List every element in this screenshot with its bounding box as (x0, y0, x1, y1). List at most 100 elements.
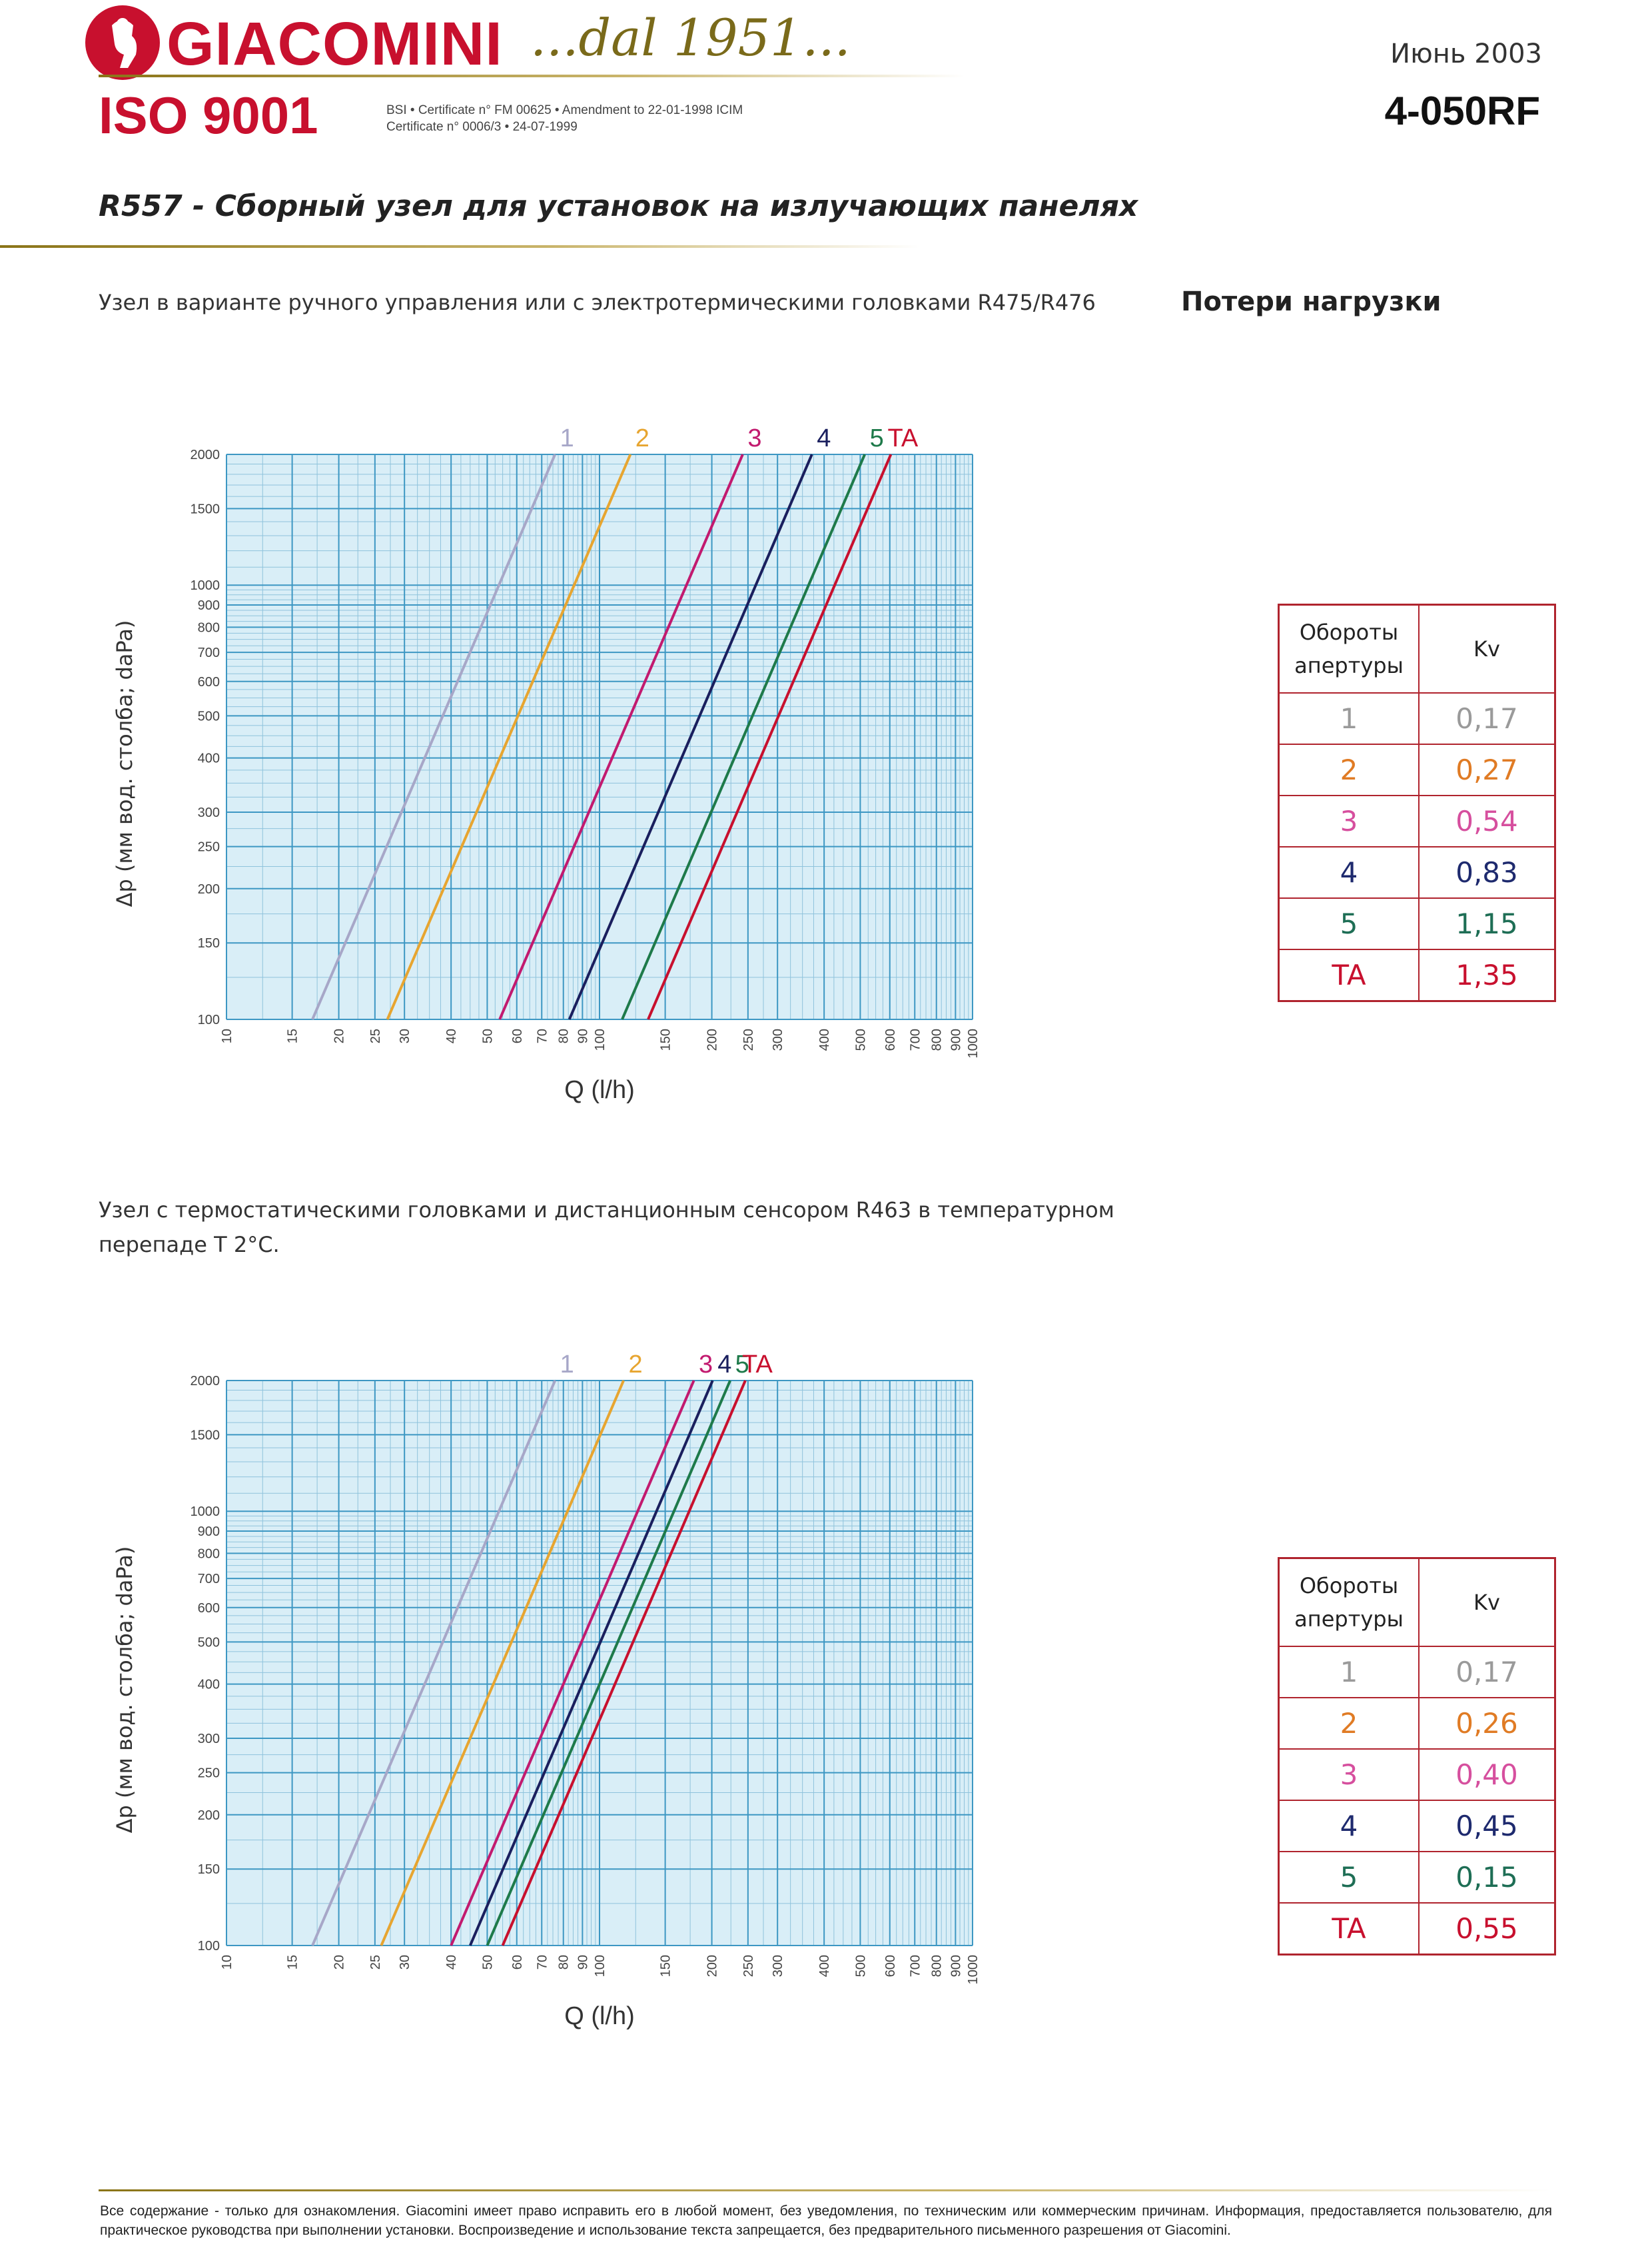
series-line-4 (568, 454, 813, 1020)
y-axis-title: Δp (мм вод. столба; daPa) (112, 620, 137, 907)
y-tick-label: 1000 (191, 578, 220, 593)
x-tick-label: 20 (332, 1955, 347, 1969)
y-tick-label: 100 (198, 1013, 220, 1027)
x-tick-label: 250 (741, 1955, 756, 1977)
x-tick-label: 300 (771, 1955, 785, 1977)
series-label: 1 (560, 424, 574, 452)
turns-cell: 4 (1278, 1800, 1420, 1852)
kv-cell: 0,55 (1418, 1902, 1556, 1956)
kv-cell: 1,35 (1418, 949, 1556, 1002)
turns-cell: 3 (1278, 1748, 1420, 1801)
x-tick-label: 200 (705, 1955, 720, 1977)
y-tick-label: 100 (198, 1939, 220, 1954)
turns-cell: 2 (1278, 1697, 1420, 1750)
x-tick-label: 15 (286, 1029, 300, 1043)
x-axis-title: Q (l/h) (564, 1076, 635, 1104)
y-tick-label: 1500 (191, 1428, 220, 1442)
turns-cell: 3 (1278, 795, 1420, 847)
series-label: TA (888, 424, 919, 452)
x-tick-label: 600 (883, 1955, 898, 1977)
y-tick-label: 200 (198, 1808, 220, 1823)
kv-cell: 0,27 (1418, 744, 1556, 796)
y-tick-label: 2000 (191, 1374, 220, 1389)
kv-cell: 0,26 (1418, 1697, 1556, 1750)
x-tick-label: 10 (220, 1029, 234, 1043)
table-row: 5 1,15 (1278, 897, 1556, 950)
x-tick-label: 400 (817, 1029, 832, 1051)
y-tick-label: 200 (198, 882, 220, 897)
turns-cell: 2 (1278, 744, 1420, 796)
y-tick-label: 1000 (191, 1504, 220, 1519)
x-tick-label: 400 (817, 1955, 832, 1977)
x-tick-label: 40 (444, 1029, 459, 1043)
section2-line: Узел с термостатическими головками и дис… (99, 1197, 1114, 1223)
table-row: 2 0,26 (1278, 1697, 1556, 1750)
footer-disclaimer: Все содержание - только для ознакомления… (100, 2203, 1552, 2238)
tagline: ...dal 1951... (530, 8, 851, 67)
x-tick-label: 20 (332, 1029, 347, 1043)
x-tick-label: 700 (908, 1029, 923, 1051)
turns-cell: TA (1278, 949, 1420, 1002)
x-tick-label: 60 (510, 1955, 525, 1969)
x-tick-label: 150 (659, 1955, 673, 1977)
table-header-row: Обороты апертуры Kv (1278, 1557, 1556, 1647)
kv-cell: 0,15 (1418, 1851, 1556, 1904)
x-tick-label: 80 (557, 1029, 572, 1043)
table-row: 3 0,54 (1278, 795, 1556, 847)
header-divider (99, 75, 965, 77)
kv-cell: 0,45 (1418, 1800, 1556, 1852)
x-tick-label: 90 (576, 1029, 590, 1043)
section2-description: Узел с термостатическими головками и дис… (99, 1193, 1114, 1262)
header-turns: Обороты апертуры (1278, 604, 1420, 694)
y-tick-label: 300 (198, 806, 220, 820)
series-label: 4 (717, 1351, 731, 1379)
title-divider (0, 245, 919, 248)
document-date: Июнь 2003 (1390, 39, 1542, 69)
x-tick-label: 100 (593, 1029, 608, 1051)
kv-table-1: Обороты апертуры Kv 1 0,17 2 0,27 3 0,54 4 0,83… (1278, 604, 1556, 1002)
x-tick-label: 700 (908, 1955, 923, 1977)
iso-badge: ISO 9001 (99, 86, 318, 145)
table-header-row: Обороты апертуры Kv (1278, 604, 1556, 694)
pressure-loss-chart-2: 1001502002503004005006007008009001000150… (112, 1351, 981, 2030)
certificate-info: BSI • Certificate n° FM 00625 • Amendmen… (386, 102, 743, 135)
x-tick-label: 50 (480, 1955, 495, 1969)
x-tick-label: 300 (771, 1029, 785, 1051)
series-label: 5 (870, 424, 884, 452)
y-tick-label: 250 (198, 1766, 220, 1781)
series-label: 1 (560, 1351, 574, 1379)
footer-divider (99, 2189, 1551, 2191)
certificate-line: BSI • Certificate n° FM 00625 • Amendmen… (386, 103, 743, 117)
x-tick-label: 15 (286, 1955, 300, 1969)
table-row: TA 0,55 (1278, 1902, 1556, 1956)
y-tick-label: 700 (198, 646, 220, 660)
y-tick-label: 150 (198, 1862, 220, 1877)
x-tick-label: 30 (398, 1029, 412, 1043)
x-tick-label: 1000 (966, 1029, 981, 1059)
y-tick-label: 800 (198, 620, 220, 635)
x-tick-label: 800 (930, 1955, 945, 1977)
header-kv: Kv (1418, 1557, 1556, 1647)
y-tick-label: 400 (198, 1678, 220, 1692)
x-tick-label: 10 (220, 1955, 234, 1969)
x-tick-label: 900 (949, 1955, 963, 1977)
y-tick-label: 900 (198, 598, 220, 613)
series-line-5 (486, 1380, 731, 1946)
series-line-3 (450, 1380, 695, 1946)
series-line-5 (621, 454, 866, 1020)
x-tick-label: 50 (480, 1029, 495, 1043)
x-tick-label: 60 (510, 1029, 525, 1043)
x-tick-label: 1000 (966, 1955, 981, 1985)
brand-logo-icon (85, 5, 160, 80)
x-tick-label: 70 (535, 1955, 550, 1969)
pressure-loss-chart-1: 1001502002503004005006007008009001000150… (112, 424, 981, 1104)
y-tick-label: 500 (198, 1635, 220, 1650)
table-row: 2 0,27 (1278, 744, 1556, 796)
table-row: 5 0,15 (1278, 1851, 1556, 1904)
kv-cell: 0,83 (1418, 846, 1556, 899)
series-label: 4 (817, 424, 831, 452)
x-tick-label: 90 (576, 1955, 590, 1969)
series-line-1 (311, 1380, 557, 1946)
table-row: 1 0,17 (1278, 1646, 1556, 1698)
y-tick-label: 800 (198, 1546, 220, 1561)
